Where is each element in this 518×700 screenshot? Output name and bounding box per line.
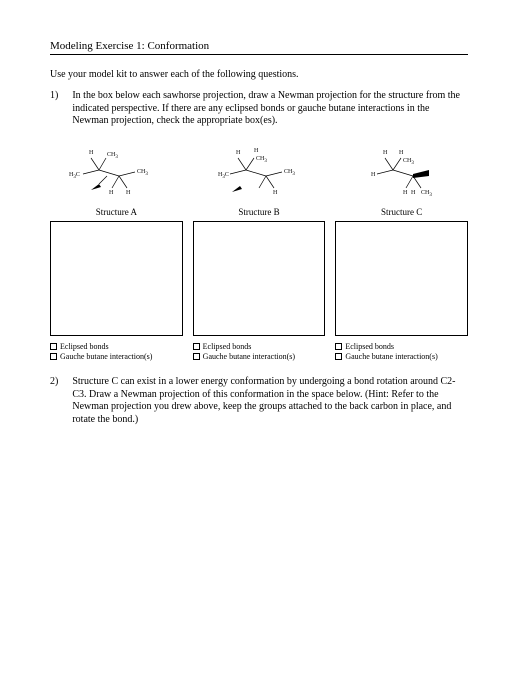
svg-text:H3C: H3C (69, 172, 80, 180)
answer-boxes-row (50, 221, 468, 336)
q2-text: Structure C can exist in a lower energy … (72, 376, 468, 426)
svg-text:H: H (109, 190, 114, 196)
checks-c: Eclipsed bonds Gauche butane interaction… (335, 342, 468, 363)
svg-text:H: H (236, 150, 241, 156)
svg-text:CH3: CH3 (421, 190, 432, 198)
question-1: 1) In the box below each sawhorse projec… (50, 90, 468, 128)
question-2: 2) Structure C can exist in a lower ener… (50, 376, 468, 426)
checkbox-a-gauche[interactable] (50, 353, 57, 360)
svg-text:H: H (254, 148, 259, 154)
intro-text: Use your model kit to answer each of the… (50, 69, 468, 80)
svg-text:CH3: CH3 (107, 152, 118, 160)
structures-row: H CH3 H3C CH3 H H Structure A H H CH3 H (50, 140, 468, 217)
svg-text:H: H (403, 190, 408, 196)
svg-text:H: H (89, 150, 94, 156)
checkbox-b-gauche[interactable] (193, 353, 200, 360)
structure-a-label: Structure A (96, 207, 137, 217)
check-label: Gauche butane interaction(s) (203, 352, 295, 362)
check-label: Eclipsed bonds (60, 342, 109, 352)
structure-a-col: H CH3 H3C CH3 H H Structure A (50, 140, 183, 217)
checks-a: Eclipsed bonds Gauche butane interaction… (50, 342, 183, 363)
check-label: Eclipsed bonds (203, 342, 252, 352)
answer-box-c[interactable] (335, 221, 468, 336)
svg-text:H3C: H3C (218, 172, 229, 180)
structure-c-diagram: H H CH3 H H H CH3 (347, 140, 457, 205)
structure-a-diagram: H CH3 H3C CH3 H H (61, 140, 171, 205)
checkbox-b-eclipsed[interactable] (193, 343, 200, 350)
structure-b-diagram: H H CH3 H3C CH3 H (204, 140, 314, 205)
structure-b-col: H H CH3 H3C CH3 H Structure B (193, 140, 326, 217)
structure-c-col: H H CH3 H H H CH3 Structure C (335, 140, 468, 217)
svg-text:H: H (273, 190, 278, 196)
title-rule (50, 54, 468, 55)
checkbox-c-eclipsed[interactable] (335, 343, 342, 350)
structure-b-label: Structure B (238, 207, 279, 217)
checkbox-a-eclipsed[interactable] (50, 343, 57, 350)
svg-text:CH3: CH3 (403, 158, 414, 166)
structure-c-label: Structure C (381, 207, 422, 217)
q2-number: 2) (50, 376, 58, 426)
checkboxes-row: Eclipsed bonds Gauche butane interaction… (50, 342, 468, 363)
checkbox-c-gauche[interactable] (335, 353, 342, 360)
svg-text:CH3: CH3 (137, 169, 148, 177)
svg-text:CH3: CH3 (284, 169, 295, 177)
checks-b: Eclipsed bonds Gauche butane interaction… (193, 342, 326, 363)
page-title: Modeling Exercise 1: Conformation (50, 40, 468, 52)
svg-text:H: H (383, 150, 388, 156)
check-label: Eclipsed bonds (345, 342, 394, 352)
check-label: Gauche butane interaction(s) (60, 352, 152, 362)
svg-text:H: H (126, 190, 131, 196)
svg-text:H: H (371, 172, 376, 178)
answer-box-a[interactable] (50, 221, 183, 336)
answer-box-b[interactable] (193, 221, 326, 336)
q1-text: In the box below each sawhorse projectio… (72, 90, 468, 128)
svg-text:H: H (411, 190, 416, 196)
q1-number: 1) (50, 90, 58, 128)
svg-text:CH3: CH3 (256, 156, 267, 164)
check-label: Gauche butane interaction(s) (345, 352, 437, 362)
svg-text:H: H (399, 150, 404, 156)
